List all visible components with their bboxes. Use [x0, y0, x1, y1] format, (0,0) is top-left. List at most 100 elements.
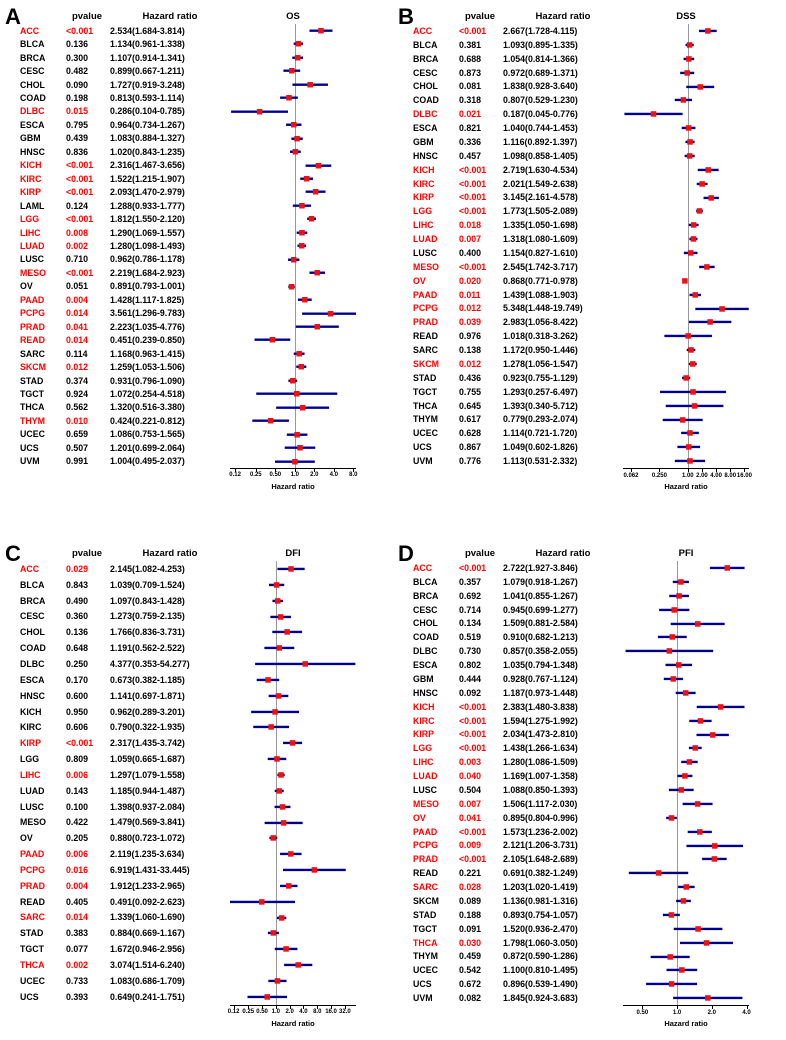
- hazard-ratio-value: 1.035(0.794-1.348): [503, 660, 578, 671]
- cancer-label: LIHC: [20, 769, 41, 780]
- ci-glyph: [689, 291, 701, 298]
- cancer-label: BLCA: [20, 579, 45, 590]
- axis-tick-mark: [677, 1006, 679, 1009]
- pvalue-value: 0.007: [459, 798, 482, 809]
- pvalue-value: <0.001: [459, 562, 487, 573]
- cancer-label: TGCT: [413, 923, 437, 934]
- cancer-label: MESO: [20, 817, 46, 828]
- cancer-label: MESO: [20, 267, 46, 278]
- forest-row: STAD 0.374 0.931(0.796-1.090): [20, 374, 356, 387]
- ci-plot-cell: [230, 561, 356, 577]
- cancer-label: HNSC: [20, 690, 45, 701]
- ci-glyph: [251, 708, 300, 715]
- axis-tick-mark: [344, 1005, 346, 1009]
- ci-plot-cell: [230, 799, 356, 815]
- axis-tick-label: 0.50: [256, 1009, 268, 1016]
- pvalue-value: 0.444: [459, 673, 482, 684]
- forest-row: LIHC 0.006 1.297(1.079-1.558): [20, 767, 356, 783]
- forest-row: KICH <0.001 2.316(1.467-3.656): [20, 159, 356, 172]
- axis-tick-label: 4.0: [742, 1009, 751, 1016]
- hazard-ratio-value: 0.673(0.382-1.185): [110, 674, 185, 685]
- ci-plot-cell: [623, 66, 749, 80]
- pvalue-value: 0.028: [459, 882, 482, 893]
- ci-plot-cell: [230, 719, 356, 735]
- cancer-label: THCA: [413, 937, 438, 948]
- ci-plot-cell: [623, 93, 749, 107]
- pvalue-value: 0.090: [66, 79, 89, 90]
- cancer-label: SARC: [413, 882, 438, 893]
- ci-glyph: [686, 842, 744, 849]
- forest-row: THCA 0.002 3.074(1.514-6.240): [20, 957, 356, 973]
- ci-glyph: [231, 108, 288, 115]
- hazard-ratio-value: 0.187(0.045-0.776): [503, 109, 578, 120]
- pvalue-value: 0.041: [459, 812, 482, 823]
- pvalue-header: pvalue: [464, 547, 496, 559]
- ci-plot-cell: [623, 769, 749, 783]
- forest-row: HNSC 0.092 1.187(0.973-1.448): [413, 686, 749, 700]
- ci-glyph: [688, 222, 699, 228]
- pvalue-value: <0.001: [66, 173, 94, 184]
- cancer-label: KIRC: [413, 715, 435, 726]
- ci-glyph: [276, 404, 330, 411]
- pvalue-value: 0.562: [66, 402, 89, 413]
- hazard-ratio-value: 1.100(0.810-1.495): [503, 965, 578, 976]
- ci-plot-cell: [623, 426, 749, 440]
- hazard-ratio-value: 1.107(0.914-1.341): [110, 52, 185, 63]
- ci-plot-cell: [230, 172, 356, 185]
- ci-glyph: [277, 914, 287, 921]
- hazard-ratio-value: 1.187(0.973-1.448): [503, 687, 578, 698]
- cancer-label: LUSC: [20, 801, 44, 812]
- ci-plot-cell: [623, 232, 749, 246]
- hazard-ratio-value: 0.893(0.754-1.057): [503, 909, 578, 920]
- forest-row: ESCA 0.821 1.040(0.744-1.453): [413, 121, 749, 135]
- cancer-label: DLBC: [20, 106, 45, 117]
- pvalue-value: 0.482: [66, 66, 89, 77]
- cancer-label: LUSC: [20, 254, 44, 265]
- ci-plot-cell: [623, 630, 749, 644]
- cancer-label: LIHC: [413, 757, 434, 768]
- forest-row: MESO 0.422 1.479(0.569-3.841): [20, 815, 356, 831]
- pvalue-value: 0.188: [459, 909, 482, 920]
- pvalue-header: pvalue: [71, 10, 103, 22]
- ci-plot-cell: [230, 957, 356, 973]
- forest-row: OV 0.205 0.880(0.723-1.072): [20, 830, 356, 846]
- cancer-label: UVM: [20, 456, 40, 467]
- ci-glyph: [288, 283, 295, 290]
- forest-row: BRCA 0.692 1.041(0.855-1.267): [413, 589, 749, 603]
- pvalue-value: 0.600: [66, 690, 89, 701]
- ci-plot-cell: [230, 266, 356, 279]
- pvalue-header: pvalue: [464, 10, 496, 22]
- forest-row: CHOL 0.136 1.766(0.836-3.731): [20, 624, 356, 640]
- ci-plot-cell: [623, 825, 749, 839]
- pvalue-value: 0.459: [459, 951, 482, 962]
- forest-row: KICH <0.001 2.383(1.480-3.838): [413, 700, 749, 714]
- forest-row: LUSC 0.400 1.154(0.827-1.610): [413, 246, 749, 260]
- forest-row: TGCT 0.077 1.672(0.946-2.956): [20, 941, 356, 957]
- ci-glyph: [665, 402, 724, 409]
- ci-glyph: [230, 898, 296, 905]
- ci-plot-cell: [623, 936, 749, 950]
- pvalue-value: <0.001: [459, 192, 487, 203]
- pvalue-value: 0.374: [66, 375, 89, 386]
- hazard-ratio-value: 1.773(1.505-2.089): [503, 206, 578, 217]
- ci-plot-cell: [230, 212, 356, 225]
- cancer-label: HNSC: [413, 687, 438, 698]
- ci-plot-cell: [230, 688, 356, 704]
- cancer-label: UCS: [413, 979, 432, 990]
- cancer-label: ACC: [20, 25, 40, 36]
- ci-glyph: [296, 364, 307, 370]
- pvalue-value: 0.809: [66, 754, 89, 765]
- hazard-ratio-value: 1.393(0.340-5.712): [503, 400, 578, 411]
- cancer-label: LUAD: [413, 234, 438, 245]
- forest-row: READ 0.014 0.451(0.239-0.850): [20, 333, 356, 346]
- ci-plot-cell: [623, 357, 749, 371]
- ci-glyph: [672, 579, 689, 585]
- ci-plot-cell: [230, 910, 356, 926]
- hazard-ratio-value: 0.424(0.221-0.812): [110, 415, 185, 426]
- axis-tick-mark: [746, 1006, 748, 1009]
- forest-row: UCS 0.393 0.649(0.241-1.751): [20, 989, 356, 1005]
- hazard-ratio-value: 2.034(1.473-2.810): [503, 729, 578, 740]
- pvalue-value: 0.542: [459, 965, 482, 976]
- forest-row: STAD 0.188 0.893(0.754-1.057): [413, 908, 749, 922]
- hazard-ratio-value: 1.506(1.117-2.030): [503, 798, 578, 809]
